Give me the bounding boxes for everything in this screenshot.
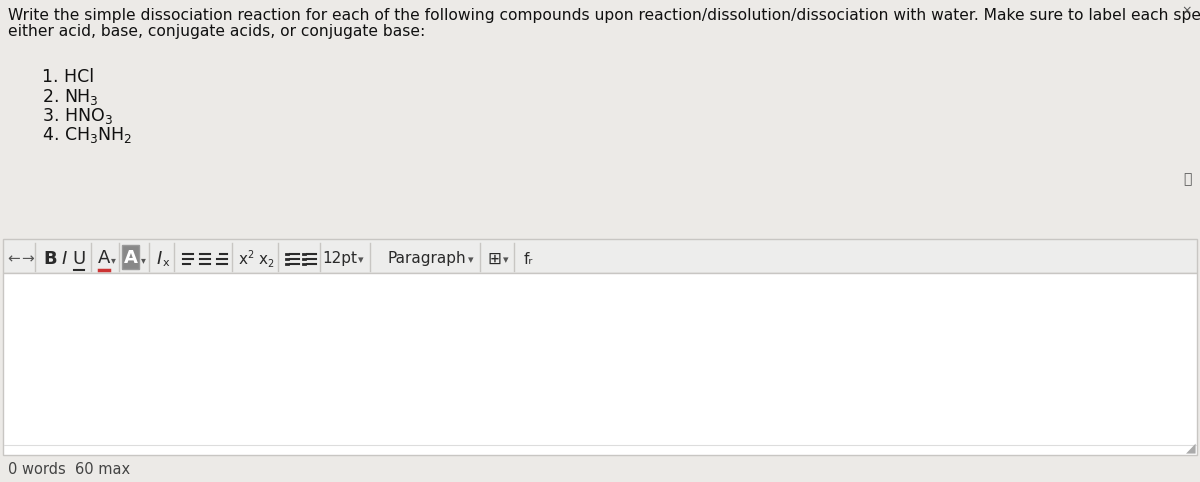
Text: A: A	[124, 249, 138, 267]
Text: ⊞: ⊞	[487, 250, 500, 268]
Text: ▾: ▾	[140, 255, 145, 265]
Text: 4. CH$_3$NH$_2$: 4. CH$_3$NH$_2$	[42, 125, 132, 145]
Text: x: x	[258, 253, 268, 268]
Text: 2: 2	[247, 250, 253, 260]
Text: →: →	[20, 252, 34, 267]
Text: fᵣ: fᵣ	[523, 252, 533, 267]
FancyBboxPatch shape	[2, 239, 1198, 273]
Text: I: I	[156, 250, 162, 268]
Text: ⧈: ⧈	[1183, 172, 1192, 186]
Text: x: x	[239, 253, 247, 268]
Text: B: B	[43, 250, 56, 268]
Text: ←: ←	[7, 252, 20, 267]
Text: 3. HNO$_3$: 3. HNO$_3$	[42, 106, 113, 126]
Text: ×: ×	[1182, 4, 1192, 17]
Text: x: x	[163, 258, 169, 268]
Text: 0 words  60 max: 0 words 60 max	[8, 463, 130, 478]
Text: Write the simple dissociation reaction for each of the following compounds upon : Write the simple dissociation reaction f…	[8, 8, 1200, 23]
Text: Paragraph: Paragraph	[388, 252, 467, 267]
Text: 12pt: 12pt	[323, 252, 358, 267]
Text: ▾: ▾	[503, 255, 509, 265]
FancyBboxPatch shape	[122, 245, 139, 269]
Text: I: I	[61, 250, 67, 268]
Text: ▾: ▾	[468, 255, 474, 265]
Text: A: A	[98, 249, 110, 267]
Text: either acid, base, conjugate acids, or conjugate base:: either acid, base, conjugate acids, or c…	[8, 24, 425, 39]
Text: 2: 2	[266, 259, 274, 269]
Text: ◢: ◢	[1187, 441, 1196, 454]
Text: 2. NH$_3$: 2. NH$_3$	[42, 87, 98, 107]
Text: U: U	[72, 250, 85, 268]
Text: ▾: ▾	[358, 255, 364, 265]
FancyBboxPatch shape	[2, 273, 1198, 455]
Text: ▾: ▾	[110, 255, 115, 265]
Text: 1. HCl: 1. HCl	[42, 68, 94, 86]
